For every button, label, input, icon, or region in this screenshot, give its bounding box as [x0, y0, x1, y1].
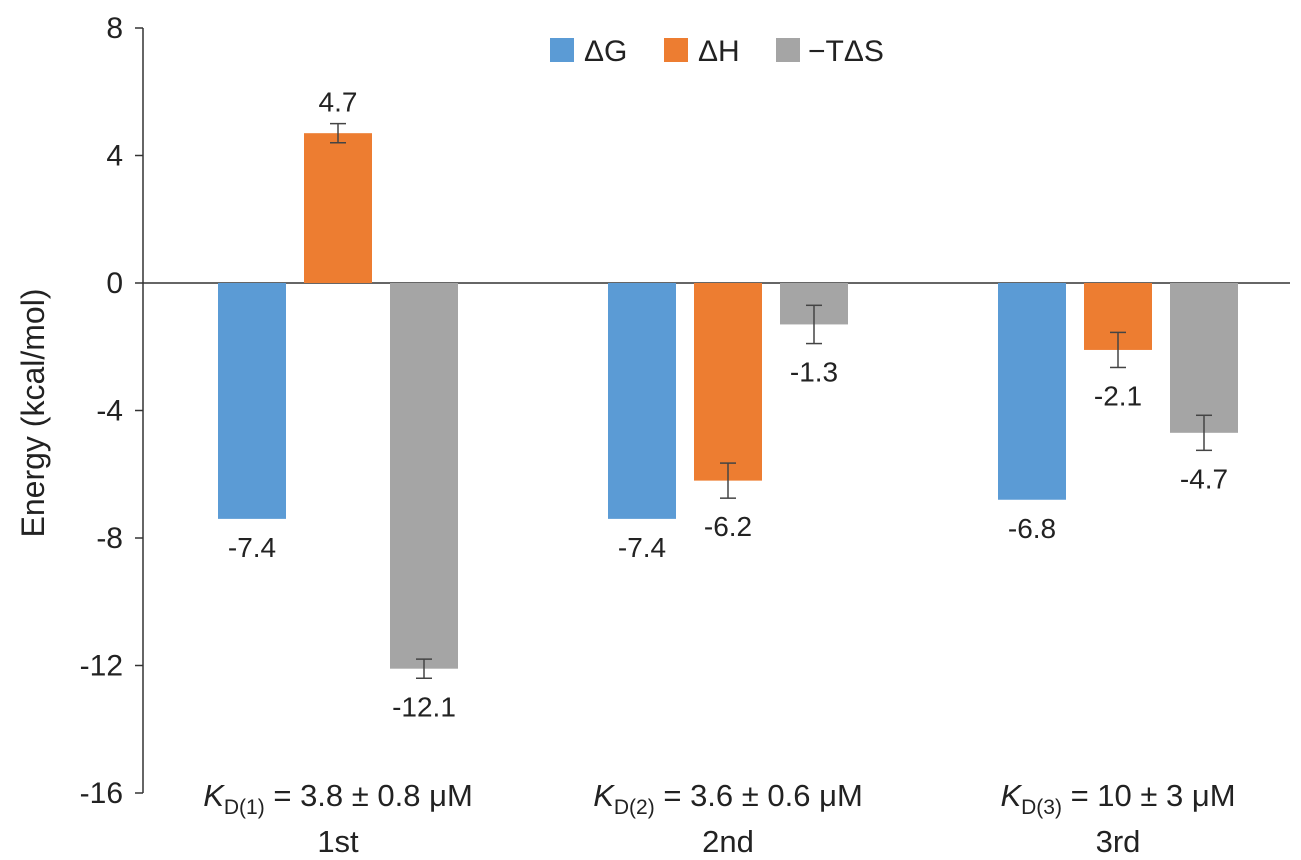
category-label: 1st: [317, 824, 359, 859]
legend-item: ΔG: [550, 35, 627, 68]
kd-label: KD(2) = 3.6 ± 0.6 μM: [593, 778, 863, 819]
bar-dh-2nd: [694, 283, 762, 481]
bar-dg-2nd: [608, 283, 676, 519]
y-axis-label: Energy (kcal/mol): [15, 289, 51, 538]
data-label: -6.8: [1008, 513, 1056, 544]
error-bar: [416, 658, 432, 679]
y-tick-label: -4: [96, 395, 123, 428]
y-tick-label: 0: [106, 267, 123, 300]
category-label: 3rd: [1096, 824, 1141, 859]
error-bar: [806, 304, 822, 345]
legend: ΔG ΔH −TΔS: [550, 35, 884, 68]
bar-dh-1st: [304, 133, 372, 283]
legend-swatch: [550, 38, 574, 62]
error-bars: [330, 122, 1212, 679]
data-label: -6.2: [704, 511, 752, 542]
data-labels: -7.4 -7.4 -6.8 4.7 -6.2 -2.1 -12.1 -1.3 -4.7: [228, 87, 1228, 723]
legend-label: ΔG: [584, 35, 627, 68]
kd-label: KD(3) = 10 ± 3 μM: [1000, 778, 1235, 819]
bar-tds-1st: [390, 283, 458, 669]
data-label: -2.1: [1094, 380, 1142, 411]
bar-tds-3rd: [1170, 283, 1238, 433]
error-bar: [1196, 414, 1212, 452]
data-label: 4.7: [319, 87, 358, 118]
category-label: 2nd: [702, 824, 754, 859]
bar-dg-3rd: [998, 283, 1066, 500]
bar-dg-1st: [218, 283, 286, 519]
data-label: -7.4: [228, 532, 276, 563]
axes: 8 4 0 -4 -8 -12 -16 KD(1) = 3.8 ± 0.8 μM 1st KD(2…: [80, 12, 1290, 859]
legend-swatch: [664, 38, 688, 62]
y-tick-label: 8: [106, 12, 123, 45]
data-label: -4.7: [1180, 463, 1228, 494]
error-bar: [330, 122, 346, 144]
data-label: -12.1: [392, 691, 456, 722]
y-tick-label: -8: [96, 522, 123, 555]
data-label: -1.3: [790, 357, 838, 388]
error-bar: [1110, 331, 1126, 369]
legend-swatch: [776, 38, 800, 62]
bars: [218, 133, 1238, 669]
y-tick-label: -16: [80, 777, 123, 810]
legend-label: −TΔS: [808, 35, 884, 68]
error-bar: [720, 462, 736, 499]
legend-item: −TΔS: [776, 35, 884, 68]
y-tick-label: 4: [106, 140, 123, 173]
legend-label: ΔH: [698, 35, 740, 68]
kd-label: KD(1) = 3.8 ± 0.8 μM: [203, 778, 473, 819]
legend-item: ΔH: [664, 35, 740, 68]
y-tick-label: -12: [80, 650, 123, 683]
data-label: -7.4: [618, 532, 666, 563]
